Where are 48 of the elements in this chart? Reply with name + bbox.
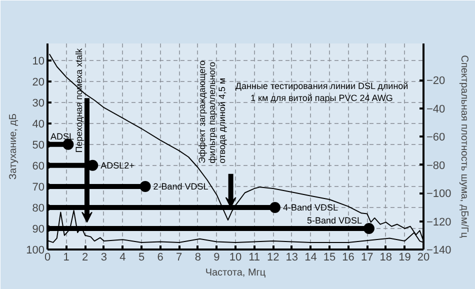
x-tick-label: 16 xyxy=(342,252,354,264)
y-tick-label: 30 xyxy=(32,97,45,110)
y-tick-label: 20 xyxy=(32,76,45,88)
x-tick-label: 8 xyxy=(194,252,201,264)
annotation: Переходная помеха xtalk xyxy=(74,48,84,153)
x-axis-title: Частота, Мгц xyxy=(205,268,266,278)
x-tick-label: 13 xyxy=(286,252,298,264)
annotation: Эффект заграждающего фильтра параллельного отвода длиной 4,5 м xyxy=(196,60,227,164)
x-tick-label: 20 xyxy=(417,252,430,264)
y2-tick-label: −40 xyxy=(426,103,446,116)
x-tick-label: 4 xyxy=(120,252,126,264)
x-tick-label: 2 xyxy=(82,252,88,264)
x-tick-label: 0 xyxy=(44,252,51,264)
y2-tick-label: −20 xyxy=(426,75,446,88)
x-tick-label: 1 xyxy=(63,252,70,264)
y2-tick-label: −120 xyxy=(426,216,452,228)
text: Данные тестирования линии DSL длиной 1 км для витой пары PVC 24 AWG xyxy=(235,80,408,103)
x-tick-label: 19 xyxy=(398,252,411,264)
y-tick-label: 60 xyxy=(32,160,45,172)
x-tick-label: 14 xyxy=(304,252,317,264)
x-tick-label: 6 xyxy=(157,252,164,264)
y-tick-label: 40 xyxy=(32,118,45,130)
y-tick-label: 80 xyxy=(32,202,45,214)
series-label: ADSL2+ xyxy=(100,160,134,170)
y2-axis-title: Спектральная плотность шума, дБм/Гц xyxy=(458,55,470,238)
x-tick-label: 15 xyxy=(323,252,336,264)
x-tick-label: 11 xyxy=(248,252,260,264)
x-tick-label: 12 xyxy=(266,252,280,264)
x-tick-label: 17 xyxy=(360,252,374,264)
y-tick-label: 90 xyxy=(32,223,45,236)
x-tick-label: 5 xyxy=(138,252,145,264)
y2-tick-label: −100 xyxy=(426,188,452,200)
x-tick-label: 7 xyxy=(176,252,182,264)
series-label: 5-Band VDSL xyxy=(306,215,362,226)
y-tick-label: 70 xyxy=(32,181,45,194)
y-tick-label: 10 xyxy=(32,55,45,68)
series-label: 2-Band VDSL xyxy=(153,181,208,192)
x-tick-label: 3 xyxy=(100,252,107,264)
x-tick-label: 9 xyxy=(214,252,220,264)
y-axis-title: Затухание, дБ xyxy=(8,112,20,180)
y-tick-label: 50 xyxy=(32,139,45,152)
y2-tick-label: −80 xyxy=(426,160,446,172)
x-tick-label: 18 xyxy=(380,252,392,264)
y-tick-label: 100 xyxy=(26,244,45,256)
legend-label: ADSL xyxy=(50,131,74,142)
y2-tick-label: −60 xyxy=(426,132,446,144)
x-tick-label: 10 xyxy=(229,252,242,264)
series-label: 4-Band VDSL xyxy=(282,202,338,212)
